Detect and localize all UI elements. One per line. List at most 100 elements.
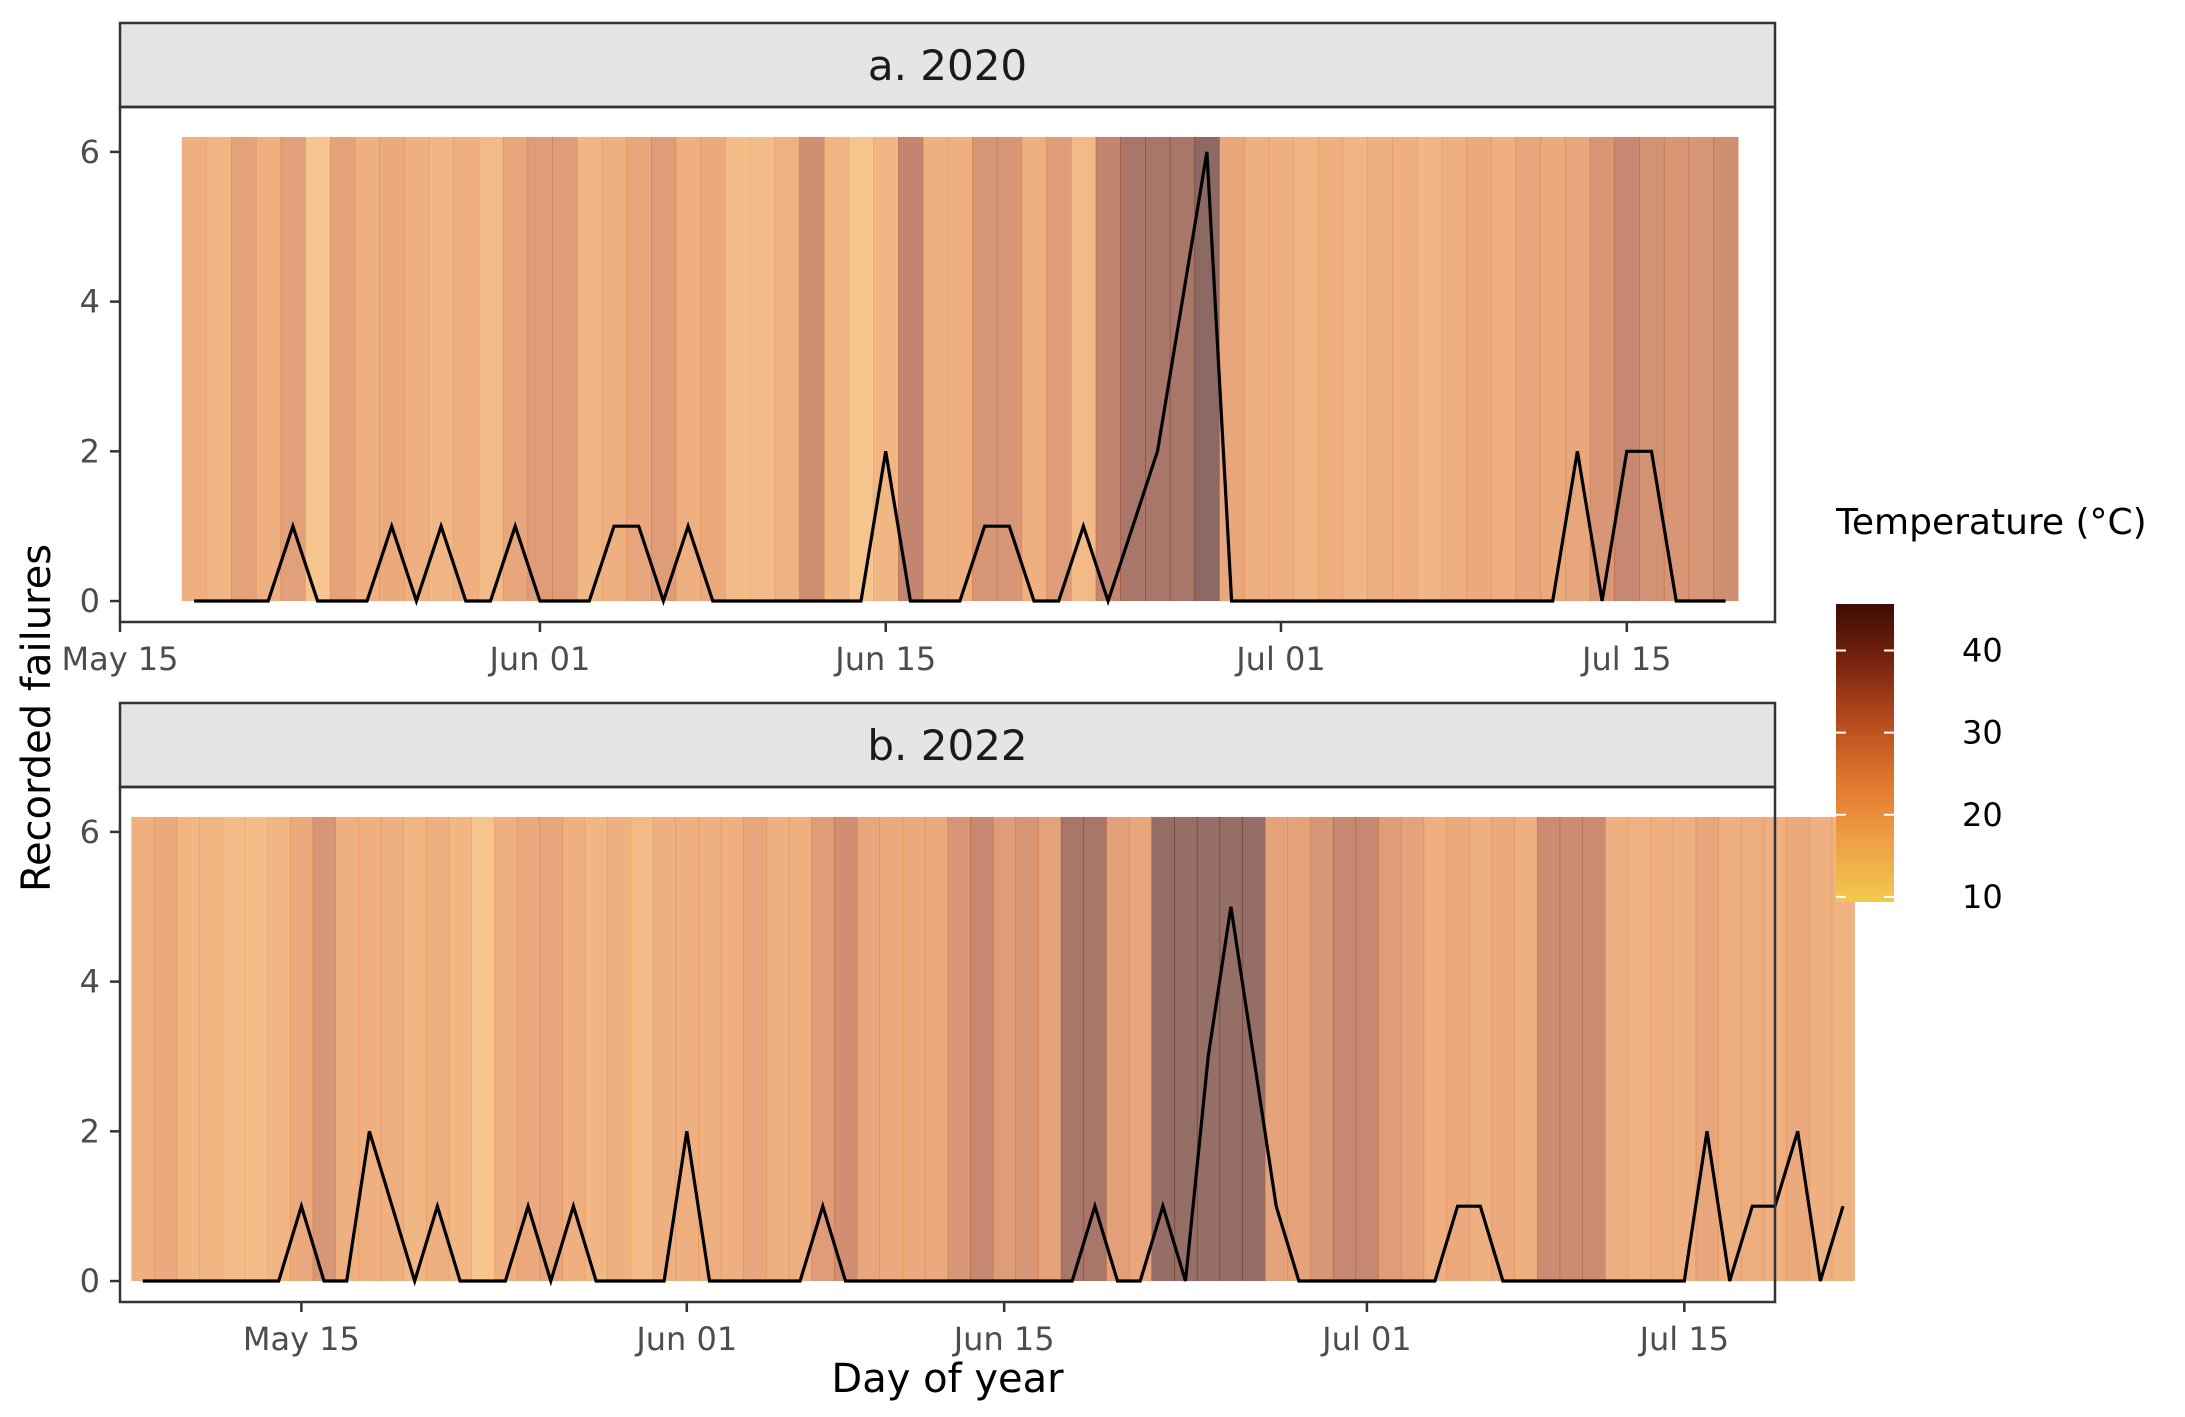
temperature-bar: [898, 136, 924, 602]
temperature-bar: [601, 136, 627, 602]
x-tick-label: Jul 01: [1234, 640, 1326, 678]
temperature-bar: [1106, 816, 1130, 1282]
y-axis-title: Recorded failures: [14, 544, 60, 892]
temperature-bar: [1559, 816, 1583, 1282]
temperature-bar: [992, 816, 1017, 1282]
temperature-bar: [494, 816, 518, 1282]
temperature-bar: [426, 816, 450, 1282]
y-tick-label: 0: [80, 582, 100, 620]
temperature-bar: [1672, 816, 1697, 1282]
failure-line: [194, 151, 1726, 607]
temperature-bar: [630, 816, 654, 1282]
facet-strip: [118, 21, 1777, 109]
temperature-bar: [972, 136, 998, 602]
temperature-bar: [743, 816, 767, 1282]
temperature-bar: [1582, 816, 1606, 1282]
temperature-bar: [1446, 816, 1470, 1282]
temperature-bar: [1441, 136, 1467, 602]
temperature-bar: [1293, 136, 1319, 602]
temperature-bar: [1627, 816, 1651, 1282]
temperature-bar: [947, 816, 971, 1282]
temperature-bar: [1614, 136, 1640, 602]
temperature-bar: [329, 136, 356, 602]
temperature-bar: [811, 816, 835, 1282]
temperature-bar: [1169, 136, 1196, 602]
temperature-bar: [1287, 816, 1311, 1282]
failure-line: [142, 906, 1845, 1287]
temperature-bar: [358, 816, 382, 1282]
temperature-bar: [380, 816, 404, 1282]
temperature-bar: [720, 816, 745, 1282]
temperature-bar: [154, 816, 178, 1282]
temperature-bar: [1015, 816, 1039, 1282]
temperature-bar: [1466, 136, 1492, 602]
temperature-bar: [552, 136, 578, 602]
temperature-bar: [1151, 816, 1175, 1282]
temperature-bar: [1718, 816, 1742, 1282]
y-tick-label: 2: [80, 1112, 100, 1150]
temperature-bar: [749, 136, 776, 602]
x-tick-label: Jun 15: [952, 1320, 1055, 1358]
temperature-bar: [206, 136, 232, 602]
temperature-bar: [1194, 136, 1220, 602]
temperature-bar: [403, 816, 427, 1282]
temperature-bar: [244, 816, 268, 1282]
temperature-bar: [725, 136, 751, 602]
temperature-bar: [1243, 136, 1270, 602]
facet-strip-label: a. 2020: [868, 41, 1027, 90]
x-axis-title: Day of year: [831, 1356, 1064, 1402]
temperature-bar: [970, 816, 994, 1282]
temperature-bar: [1332, 816, 1357, 1282]
temperature-bar: [1120, 136, 1146, 602]
temperature-bar: [1416, 136, 1443, 602]
temperature-bars: [131, 816, 1855, 1282]
y-tick-label: 2: [80, 432, 100, 470]
temperature-bar: [335, 816, 359, 1282]
temperature-bar: [1468, 816, 1493, 1282]
temperature-bar: [651, 136, 677, 602]
legend-tick-label: 40: [1962, 631, 2003, 669]
temperature-bar: [1342, 136, 1369, 602]
temperature-bar: [199, 816, 223, 1282]
temperature-bar: [1831, 816, 1855, 1282]
temperature-bar: [478, 136, 504, 602]
temperature-bar: [453, 136, 479, 602]
x-tick-label: May 15: [61, 640, 178, 678]
temperature-bar: [527, 136, 553, 602]
temperature-bar: [834, 816, 858, 1282]
temperature-bar: [1268, 136, 1294, 602]
panel-2: b. 2022 0 2 4 6 May 15 Jun 01 Jun 15 Jul 01 Jul 1…: [80, 701, 1855, 1358]
temperature-bar: [539, 816, 563, 1282]
panel-border: [118, 785, 1777, 1304]
temperature-bar: [766, 816, 790, 1282]
temperature-bar: [856, 816, 881, 1282]
temperature-bar: [1536, 816, 1561, 1282]
temperature-bar: [1663, 136, 1690, 602]
legend-tick-label: 20: [1962, 796, 2003, 834]
temperature-bar: [652, 816, 677, 1282]
temperature-bar: [1423, 816, 1447, 1282]
temperature-bar: [584, 816, 609, 1282]
temperature-bar: [1650, 816, 1674, 1282]
temperature-bar: [1740, 816, 1765, 1282]
temperature-bar: [1219, 136, 1245, 602]
temperature-bar: [231, 136, 257, 602]
temperature-bar: [1046, 136, 1072, 602]
temperature-bar: [1809, 816, 1833, 1282]
temperature-bar: [1540, 136, 1566, 602]
temperature-bar: [1219, 816, 1243, 1282]
temperature-bar: [176, 816, 200, 1282]
temperature-bar: [879, 816, 903, 1282]
temperature-bar: [947, 136, 973, 602]
temperature-bar: [312, 816, 336, 1282]
temperature-bar: [404, 136, 430, 602]
temperature-bar: [448, 816, 473, 1282]
temperature-bar: [1128, 816, 1153, 1282]
temperature-bar: [873, 136, 899, 602]
temperature-bar: [1491, 816, 1515, 1282]
y-tick-label: 4: [80, 963, 100, 1001]
temperature-bar: [290, 816, 314, 1282]
temperature-bar: [1589, 136, 1616, 602]
x-tick-label: Jun 15: [833, 640, 936, 678]
